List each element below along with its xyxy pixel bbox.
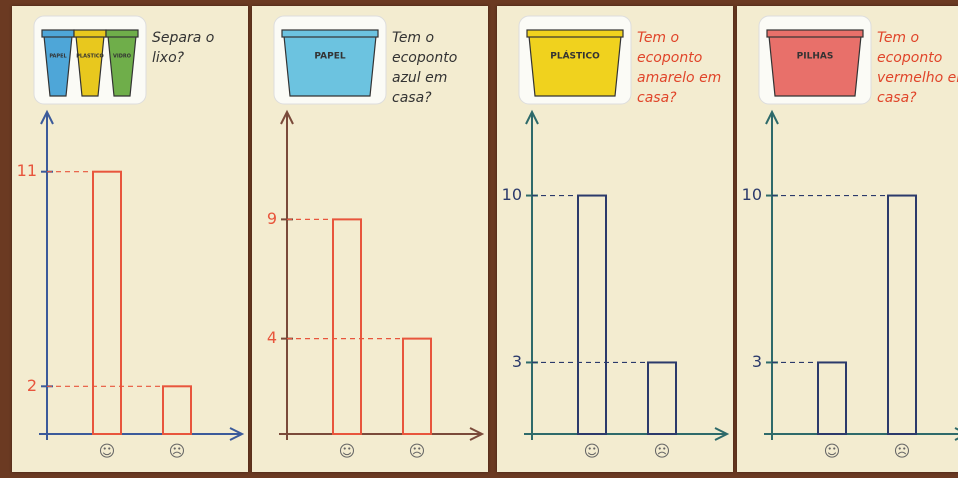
x-tick-label: ☺ — [339, 442, 356, 461]
bin-lid — [766, 29, 864, 38]
bin-lid — [73, 29, 107, 38]
bin-lid — [281, 29, 379, 38]
poster: PAPEL PLASTICO VIDRO 2 11 ☺ ☹ Separa o lixo? — [12, 6, 248, 472]
bin-label: PAPEL — [49, 54, 67, 60]
bar — [92, 170, 122, 435]
bin-label: PAPEL — [314, 52, 345, 62]
y-arrow — [765, 109, 779, 125]
y-arrow — [40, 109, 54, 125]
bin-lid — [105, 29, 139, 38]
y-tick-label: 10 — [502, 185, 522, 204]
y-tick-label: 9 — [267, 209, 277, 228]
y-arrow — [280, 109, 294, 125]
bar — [162, 385, 192, 435]
chart-title: Tem o ecoponto amarelo em casa? — [637, 30, 722, 106]
chart: PAPEL PLASTICO VIDRO 2 11 ☺ ☹ — [17, 15, 245, 461]
y-tick-label: 3 — [512, 352, 522, 371]
x-tick-label: ☺ — [824, 442, 841, 461]
bar — [332, 218, 362, 435]
bin-label: PILHAS — [797, 52, 834, 62]
bin — [768, 35, 862, 97]
poster: PAPEL 4 9 ☺ ☹ Tem o ecoponto azul em casa? — [252, 6, 488, 472]
y-tick-label: 10 — [742, 185, 762, 204]
bar — [402, 337, 432, 435]
bin-label: PLASTICO — [76, 54, 104, 60]
x-tick-label: ☹ — [894, 442, 911, 461]
bar — [577, 194, 607, 435]
bin-lid — [526, 29, 624, 38]
x-arrow — [469, 427, 485, 441]
bar — [817, 361, 847, 436]
chart-title: Tem o ecoponto azul em casa? — [392, 30, 458, 106]
y-tick-label: 4 — [267, 328, 277, 347]
chart: PAPEL 4 9 ☺ ☹ — [267, 15, 485, 461]
chart: PLÁSTICO 3 10 ☺ ☹ — [502, 15, 730, 461]
bin-label: PLÁSTICO — [550, 50, 600, 62]
x-arrow — [714, 427, 730, 441]
poster: PLÁSTICO 3 10 ☺ ☹ Tem o ecoponto amarelo em c… — [497, 6, 733, 472]
bar — [647, 361, 677, 436]
bin — [283, 35, 377, 97]
chart-title: Tem o ecoponto vermelho em casa? — [877, 30, 958, 106]
y-tick-label: 3 — [752, 352, 762, 371]
y-tick-label: 11 — [17, 161, 37, 180]
x-tick-label: ☺ — [99, 442, 116, 461]
x-tick-label: ☹ — [409, 442, 426, 461]
x-tick-label: ☺ — [584, 442, 601, 461]
bar — [887, 194, 917, 435]
bin-label: VIDRO — [113, 54, 131, 60]
bin — [528, 35, 622, 97]
chart-title: Separa o lixo? — [152, 30, 215, 66]
chart: PILHAS 3 10 ☺ ☹ — [742, 15, 958, 461]
poster: PILHAS 3 10 ☺ ☹ Tem o ecoponto vermelho em ca… — [737, 6, 958, 472]
y-tick-label: 2 — [27, 376, 37, 395]
bin-lid — [41, 29, 75, 38]
x-tick-label: ☹ — [169, 442, 186, 461]
x-tick-label: ☹ — [654, 442, 671, 461]
x-arrow — [229, 427, 245, 441]
y-arrow — [525, 109, 539, 125]
